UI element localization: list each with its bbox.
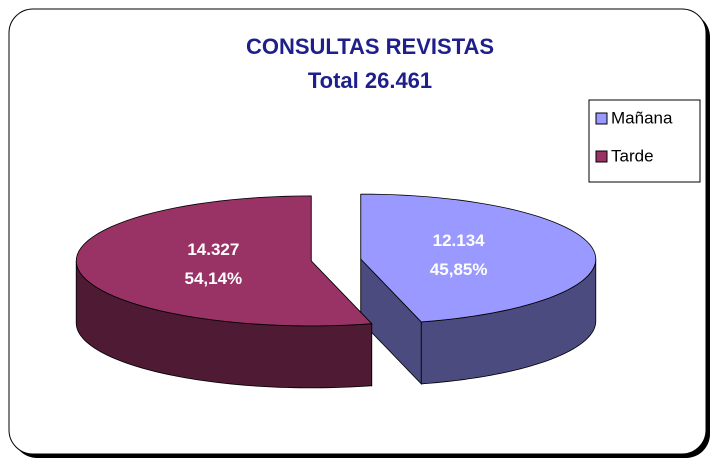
- percent-label: 54,14%: [185, 269, 243, 288]
- chart-title: CONSULTAS REVISTAS: [246, 34, 494, 59]
- slice: [360, 193, 597, 323]
- legend-swatch: [595, 150, 608, 163]
- legend-label: Mañana: [611, 108, 673, 127]
- slice: [75, 195, 373, 327]
- value-label: 12.134: [433, 231, 486, 250]
- chart-subtitle: Total 26.461: [308, 68, 432, 93]
- percent-label: 45,85%: [430, 260, 488, 279]
- value-label: 14.327: [187, 240, 239, 259]
- legend-swatch: [595, 112, 608, 125]
- legend-label: Tarde: [611, 146, 654, 165]
